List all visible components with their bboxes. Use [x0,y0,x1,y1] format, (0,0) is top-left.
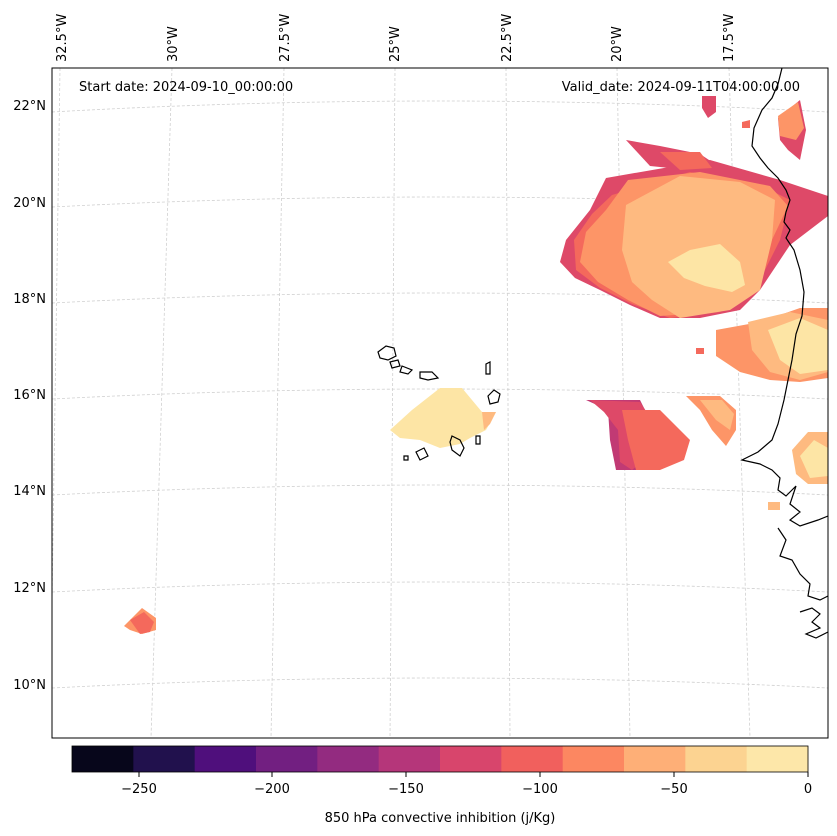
cin-contour-level-75 [660,152,712,170]
cin-contour-level-100e [696,348,704,354]
meridian-line [150,68,173,738]
colorbar-segment [746,746,809,772]
parallel-line [52,388,828,400]
start-date-label: Start date: 2024-09-10_00:00:00 [79,80,293,95]
parallel-line [52,100,828,113]
colorbar-tick-label: 0 [804,782,812,797]
cin-contour-level-25g [390,388,496,448]
graticule [52,68,828,738]
colorbar-segment [194,746,257,772]
colorbar-title: 850 hPa convective inhibition (j/Kg) [325,811,556,826]
lon-label: 30°W [166,26,181,62]
colorbar-segment [685,746,748,772]
lat-label: 16°N [13,388,46,403]
colorbar-segment [562,746,625,772]
africa-coastline [740,68,828,527]
colorbar-tick-label: −200 [254,782,290,797]
lon-label: 20°W [610,26,625,62]
colorbar-segment [440,746,502,772]
meridian-line [52,68,61,631]
colorbar-segment [317,746,380,772]
longitude-labels: 32.5°W 30°W 27.5°W 25°W 22.5°W 20°W 17.5… [55,14,737,62]
lat-label: 22°N [13,99,46,114]
cin-contour-level-100c [702,96,716,118]
parallel-line [52,484,828,496]
cin-contour-level-100h [130,612,154,634]
cape-verde-santo-antao [377,345,397,361]
cin-contour-level-25 [668,244,745,292]
cin-contour-level-50e [700,400,734,430]
coastlines [377,68,828,639]
cin-contour-level-25c [768,318,828,374]
latitude-labels: 22°N 20°N 18°N 16°N 14°N 12°N 10°N [13,99,46,693]
cin-contour-level-100d [742,120,750,128]
colorbar-segment [501,746,564,772]
cape-verde-brava [403,455,409,461]
colorbar-tick-label: −150 [388,782,424,797]
valid-date-label: Valid_date: 2024-09-11T04:00:00.00 [562,80,800,95]
guinea-coastline [799,607,828,639]
parallel-line [52,677,828,689]
cin-contour-level-100f [622,410,690,470]
cape-verde-ilheus [419,371,440,381]
lon-label: 25°W [388,26,403,62]
cin-contour-level-25f [800,440,828,478]
lon-label: 22.5°W [500,14,515,62]
cin-contour-level-50g [768,502,780,510]
map-frame [51,67,829,739]
colorbar-segment [378,746,441,772]
colorbar-tick-label: −50 [660,782,687,797]
colorbar-frame [71,745,809,773]
cin-contour-level-75b [778,102,804,140]
lon-label: 17.5°W [722,14,737,62]
cape-verde-sao-nicolau [399,365,414,375]
colorbar-ticks [138,772,809,777]
cin-contour-level-50h [482,412,496,430]
lon-label: 27.5°W [278,14,293,62]
cape-verde-sal [485,361,491,375]
meridian-line [505,68,511,738]
guinea-bissau-coastline [777,527,828,601]
colorbar-tick-label: −250 [121,782,157,797]
cin-field [124,96,828,634]
colorbar-segment [624,746,686,772]
cape-verde-maio [475,435,481,445]
colorbar-segment [256,746,318,772]
meridian-line [389,68,396,738]
parallel-line [52,581,828,593]
lat-label: 10°N [13,678,46,693]
lat-label: 12°N [13,581,46,596]
cape-verde-santiago [449,435,465,457]
lat-label: 20°N [13,196,46,211]
cape-verde-boa-vista [487,389,501,405]
cape-verde-fogo [415,447,429,461]
cape-verde-sao-vicente [389,359,401,369]
colorbar-segment [133,746,196,772]
lat-label: 14°N [13,484,46,499]
lat-label: 18°N [13,292,46,307]
lon-label: 32.5°W [55,14,70,62]
meridian-line [270,68,285,738]
colorbar-tick-label: −100 [522,782,558,797]
colorbar [72,746,809,772]
colorbar-segment [72,746,134,772]
